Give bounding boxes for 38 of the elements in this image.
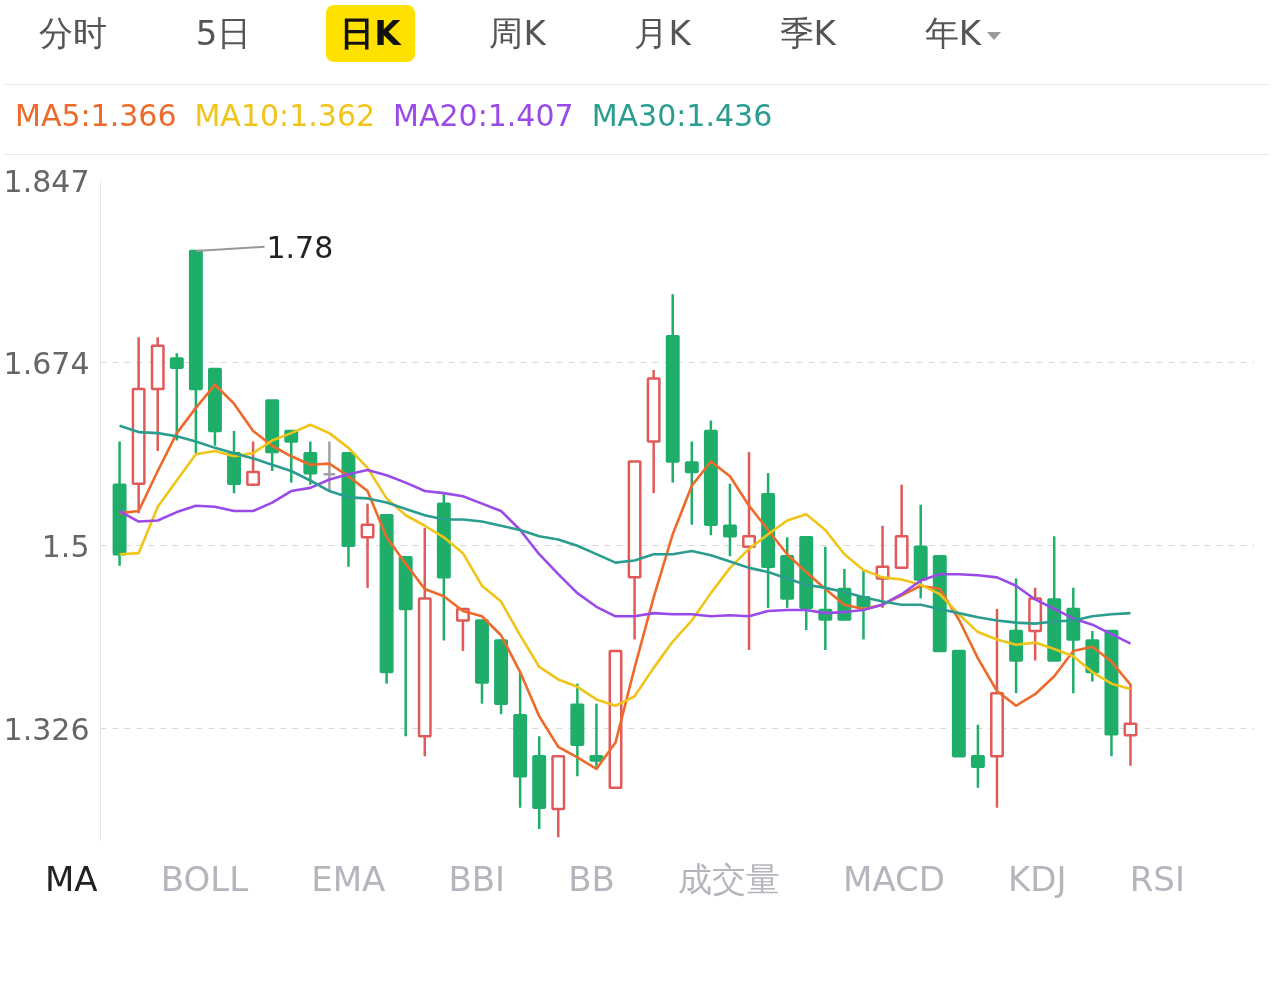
candlestick [246,440,261,486]
candlestick [1123,682,1138,768]
text: BB [568,858,615,901]
text: MA5:1.366 [15,97,177,135]
candlestick [742,450,756,652]
y-tick-label: 1.326 [3,711,90,747]
text: 日K [326,5,415,62]
candlestick [970,723,985,790]
text: 周K [488,12,547,55]
text: MA20:1.407 [393,97,574,135]
candlestick [684,440,699,526]
text: MACD [843,858,945,901]
candlestick [589,702,604,769]
text: 分时 [38,12,108,55]
line-series [118,468,1132,645]
line-series [118,383,1132,771]
text: KDJ [1008,858,1067,901]
text: MA30:1.436 [591,97,773,135]
annotation: 1.78 [266,229,334,265]
candlestick [722,482,737,558]
text: 成交量 [677,858,780,901]
text: BOLL [160,858,249,901]
text: 年K [923,12,983,55]
y-tick-label: 1.847 [3,163,90,199]
line-series [118,423,1132,708]
text: RSI [1129,858,1185,901]
y-tick-label: 1.674 [3,345,90,381]
text: 月K [633,12,692,55]
text: 季K [778,12,837,55]
candlestick [169,351,184,442]
line-series [118,424,1132,625]
y-tick-label: 1.5 [41,528,90,564]
text: MA [45,858,98,901]
text: EMA [311,858,386,901]
text: MA10:1.362 [194,97,376,135]
text: 5日 [194,12,253,55]
candlestick [360,502,375,590]
text: BBI [448,858,506,901]
